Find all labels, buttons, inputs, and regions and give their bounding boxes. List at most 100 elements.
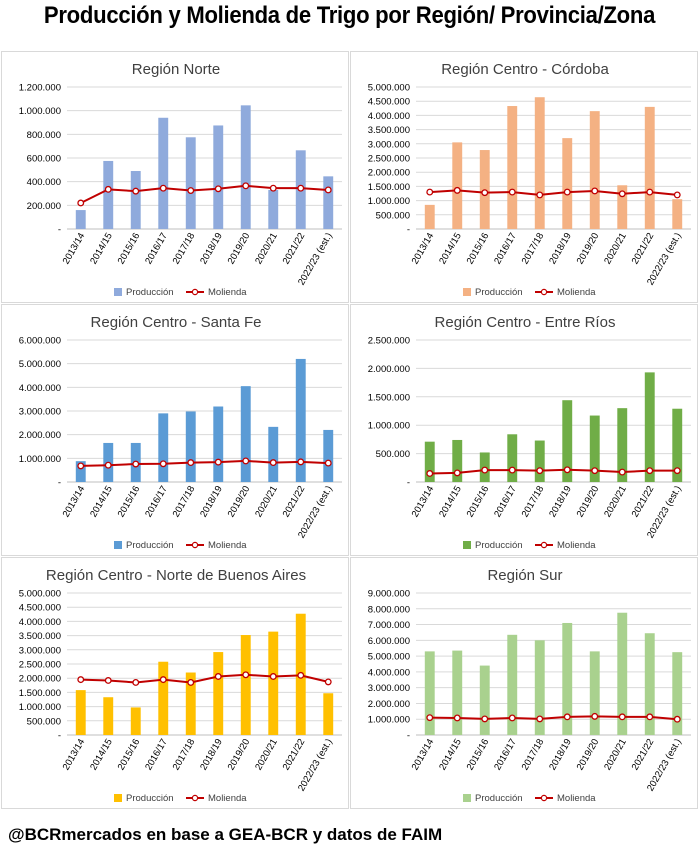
point-molienda [646,713,654,721]
x-tick-label: 2017/18 [520,231,547,266]
bar-produccion [185,672,196,735]
point-molienda [453,186,461,194]
legend-label-molienda: Molienda [208,287,247,298]
x-tick-label: 2021/22 [281,484,308,519]
bar-produccion [617,612,628,735]
x-tick-label: 2013/14 [61,231,88,266]
x-tick-label: 2019/20 [226,484,253,519]
legend-label-produccion: Producción [475,287,523,298]
point-molienda [324,186,332,194]
chart-title: Región Centro - Entre Ríos [435,314,616,331]
point-molienda [453,714,461,722]
y-tick-label: 1.000.000 [19,702,61,713]
point-molienda [426,714,434,722]
point-molienda [563,713,571,721]
bar-produccion [158,661,169,735]
y-tick-label: 2.000.000 [19,430,61,441]
bar-produccion [103,160,114,229]
x-tick-label: 2018/19 [547,484,574,519]
x-tick-label: 2017/18 [171,737,198,772]
line-molienda [429,468,678,475]
bar-produccion [130,171,141,229]
legend-label-produccion: Producción [126,540,174,551]
bar-produccion [323,429,334,482]
bar-produccion [213,125,224,229]
chart-region-centro-santa-fe: Región Centro - Santa Fe - 1.000.000 2.000.… [1,304,349,556]
point-molienda [563,466,571,474]
x-tick-label: 2021/22 [630,737,657,772]
y-tick-label: 4.000.000 [19,383,61,394]
x-tick-label: 2017/18 [520,484,547,519]
y-tick-label: 4.000.000 [368,667,410,678]
point-molienda [132,460,140,468]
y-tick-label: 500.000 [376,449,410,460]
line-molienda [429,715,678,721]
bar-produccion [268,631,279,735]
point-molienda [187,459,195,467]
point-molienda [618,468,626,476]
legend-swatch-produccion [463,794,471,802]
y-tick-label: - [407,225,410,236]
bar-produccion [323,693,334,735]
point-molienda [187,679,195,686]
x-tick-label: 2019/20 [226,737,253,772]
point-molienda [673,467,681,475]
x-tick-label: 2019/20 [575,737,602,772]
point-molienda [269,459,277,467]
legend-marker-molienda [191,288,199,296]
point-molienda [159,184,167,192]
chart-title: Región Centro - Santa Fe [91,314,262,331]
point-molienda [536,467,544,475]
x-tick-label: 2013/14 [61,484,88,519]
chart-svg: Región Centro - Córdoba - 500.000 1.000.000… [368,61,691,298]
bar-produccion [75,690,86,735]
y-tick-label: 1.500.000 [19,688,61,699]
y-tick-label: 5.000.000 [19,589,61,600]
point-molienda [77,462,85,470]
x-tick-label: 2015/16 [465,737,492,772]
chart-svg: Región Sur - 1.000.000 2.000.000 3.000.000 4.… [368,567,691,804]
legend-swatch-produccion [463,288,471,296]
chart-svg: Región Centro - Entre Ríos - 500.000 1.000.… [368,314,691,551]
y-tick-label: - [58,731,61,742]
x-tick-label: 2018/19 [198,484,225,519]
point-molienda [324,678,332,686]
legend-label-molienda: Molienda [557,540,596,551]
y-tick-label: 600.000 [27,154,61,165]
bar-produccion [672,652,683,735]
chart-region-centro-norte-buenos-aires: Región Centro - Norte de Buenos Aires - 50… [1,557,349,809]
bar-produccion [479,665,490,735]
point-molienda [214,673,222,680]
y-tick-label: 2.000.000 [368,168,410,179]
point-molienda [297,458,305,466]
y-tick-label: 9.000.000 [368,589,410,600]
point-molienda [618,190,626,198]
point-molienda [536,191,544,199]
y-tick-label: 1.500.000 [368,182,410,193]
legend-swatch-produccion [114,288,122,296]
y-tick-label: 5.000.000 [368,83,410,94]
bar-produccion [213,406,224,482]
x-tick-label: 2015/16 [465,484,492,519]
chart-title: Región Centro - Córdoba [441,61,609,78]
x-tick-label: 2015/16 [116,737,143,772]
legend-label-molienda: Molienda [208,793,247,804]
x-tick-label: 2018/19 [198,231,225,266]
x-tick-label: 2016/17 [143,737,170,772]
point-molienda [214,185,222,193]
y-tick-label: 1.000.000 [19,106,61,117]
point-molienda [77,676,85,684]
bar-produccion [185,411,196,482]
x-tick-label: 2018/19 [547,737,574,772]
y-tick-label: 3.500.000 [368,125,410,136]
y-tick-label: 8.000.000 [368,604,410,615]
point-molienda [132,679,140,686]
point-molienda [481,189,489,197]
x-tick-label: 2020/21 [253,231,280,266]
bar-produccion [589,111,600,229]
x-tick-label: 2013/14 [410,484,437,519]
bar-produccion [452,142,463,229]
bar-produccion [617,408,628,482]
y-tick-label: 1.000.000 [19,454,61,465]
bar-produccion [158,413,169,482]
